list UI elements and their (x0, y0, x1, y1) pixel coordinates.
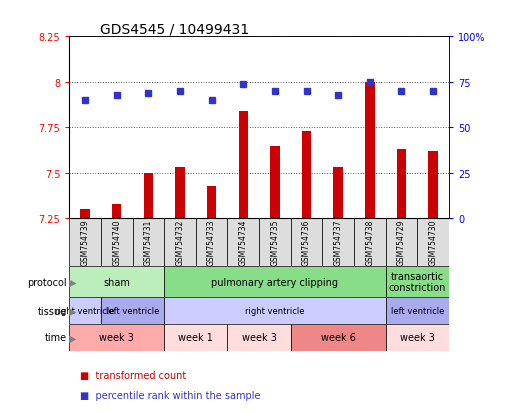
Bar (227, 324, 291, 351)
Text: GSM754731: GSM754731 (144, 219, 153, 266)
Bar (322, 219, 354, 266)
Bar (227, 219, 259, 266)
Text: GSM754730: GSM754730 (428, 219, 438, 266)
Bar (428, 152, 438, 219)
Bar (386, 219, 417, 266)
Text: week 3: week 3 (242, 332, 277, 343)
Bar (69, 324, 164, 351)
Bar (302, 132, 311, 219)
Bar (333, 168, 343, 219)
Bar (81, 210, 90, 219)
Bar (386, 297, 449, 324)
Bar (354, 219, 386, 266)
Text: GSM754729: GSM754729 (397, 219, 406, 266)
Text: protocol: protocol (27, 277, 67, 287)
Text: GSM754739: GSM754739 (81, 219, 90, 266)
Text: GSM754732: GSM754732 (175, 219, 185, 266)
Bar (386, 324, 449, 351)
Text: GSM754736: GSM754736 (302, 219, 311, 266)
Text: ▶: ▶ (69, 277, 77, 287)
Bar (365, 83, 374, 219)
Text: GSM754733: GSM754733 (207, 219, 216, 266)
Bar (291, 324, 386, 351)
Bar (69, 297, 101, 324)
Bar (207, 186, 216, 219)
Text: pulmonary artery clipping: pulmonary artery clipping (211, 277, 339, 287)
Bar (397, 150, 406, 219)
Bar (164, 266, 386, 297)
Text: GDS4545 / 10499431: GDS4545 / 10499431 (100, 22, 249, 36)
Text: week 3: week 3 (100, 332, 134, 343)
Text: ■  transformed count: ■ transformed count (80, 370, 186, 380)
Bar (417, 219, 449, 266)
Text: GSM754735: GSM754735 (270, 219, 280, 266)
Bar (132, 219, 164, 266)
Bar (69, 266, 164, 297)
Text: GSM754740: GSM754740 (112, 219, 121, 266)
Bar (270, 146, 280, 219)
Bar (69, 219, 101, 266)
Bar (164, 324, 227, 351)
Bar (175, 168, 185, 219)
Bar (291, 219, 322, 266)
Text: GSM754738: GSM754738 (365, 219, 374, 266)
Text: right ventricle: right ventricle (55, 306, 115, 315)
Bar (101, 219, 132, 266)
Bar (164, 297, 386, 324)
Text: week 6: week 6 (321, 332, 356, 343)
Bar (386, 266, 449, 297)
Text: week 1: week 1 (179, 332, 213, 343)
Text: right ventricle: right ventricle (245, 306, 305, 315)
Bar (164, 219, 196, 266)
Text: sham: sham (103, 277, 130, 287)
Text: left ventricle: left ventricle (106, 306, 159, 315)
Bar (196, 219, 227, 266)
Text: ▶: ▶ (69, 332, 77, 343)
Bar (259, 219, 291, 266)
Text: tissue: tissue (37, 306, 67, 316)
Text: transaortic
constriction: transaortic constriction (388, 271, 446, 293)
Text: GSM754734: GSM754734 (239, 219, 248, 266)
Bar (101, 297, 164, 324)
Bar (144, 173, 153, 219)
Text: week 3: week 3 (400, 332, 435, 343)
Text: left ventricle: left ventricle (390, 306, 444, 315)
Bar (112, 204, 122, 219)
Text: time: time (45, 332, 67, 343)
Text: ■  percentile rank within the sample: ■ percentile rank within the sample (80, 390, 260, 400)
Bar (239, 112, 248, 219)
Text: GSM754737: GSM754737 (333, 219, 343, 266)
Text: ▶: ▶ (69, 306, 77, 316)
